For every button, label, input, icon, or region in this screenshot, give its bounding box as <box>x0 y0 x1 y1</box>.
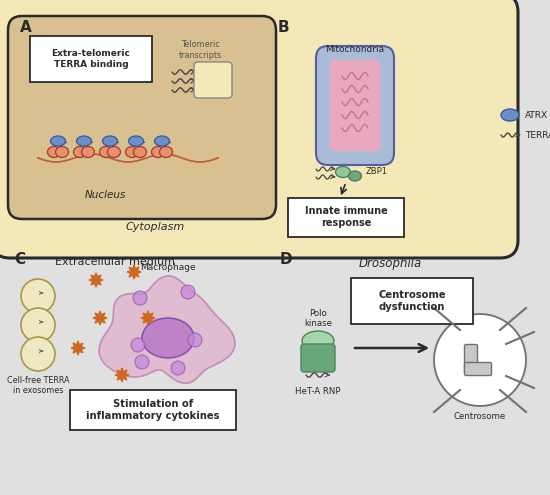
Text: Drosophila: Drosophila <box>359 257 422 270</box>
FancyBboxPatch shape <box>70 390 236 430</box>
Circle shape <box>21 279 55 313</box>
Text: TERRA: TERRA <box>525 131 550 140</box>
Ellipse shape <box>81 147 95 157</box>
FancyBboxPatch shape <box>329 59 381 152</box>
FancyBboxPatch shape <box>0 0 518 258</box>
Ellipse shape <box>160 147 173 157</box>
FancyBboxPatch shape <box>351 278 473 324</box>
Polygon shape <box>127 265 141 279</box>
Text: A: A <box>20 20 32 35</box>
Ellipse shape <box>107 147 120 157</box>
Ellipse shape <box>51 136 65 146</box>
Ellipse shape <box>349 171 361 181</box>
Text: Mitochondria: Mitochondria <box>326 45 384 54</box>
Polygon shape <box>71 341 85 355</box>
Ellipse shape <box>100 147 113 157</box>
Polygon shape <box>99 276 235 383</box>
FancyBboxPatch shape <box>465 345 477 374</box>
Circle shape <box>171 361 185 375</box>
Circle shape <box>131 338 145 352</box>
Circle shape <box>133 291 147 305</box>
Ellipse shape <box>155 136 169 146</box>
Ellipse shape <box>151 147 164 157</box>
Text: D: D <box>280 252 293 267</box>
Ellipse shape <box>129 136 144 146</box>
Circle shape <box>135 355 149 369</box>
FancyBboxPatch shape <box>194 62 232 98</box>
Ellipse shape <box>501 109 519 121</box>
Text: Extra-telomeric
TERRA binding: Extra-telomeric TERRA binding <box>52 50 130 69</box>
Text: ATRX: ATRX <box>525 110 548 119</box>
Ellipse shape <box>76 136 91 146</box>
Circle shape <box>181 285 195 299</box>
Text: Stimulation of
inflammatory cytokines: Stimulation of inflammatory cytokines <box>86 399 220 421</box>
Text: Cytoplasm: Cytoplasm <box>125 222 185 232</box>
FancyBboxPatch shape <box>30 36 152 82</box>
Circle shape <box>434 314 526 406</box>
FancyBboxPatch shape <box>465 362 492 376</box>
Ellipse shape <box>134 147 146 157</box>
FancyBboxPatch shape <box>8 16 276 219</box>
Ellipse shape <box>56 147 69 157</box>
Text: Innate immune
response: Innate immune response <box>305 206 387 228</box>
Polygon shape <box>115 368 129 382</box>
Ellipse shape <box>74 147 86 157</box>
Text: Centrosome: Centrosome <box>454 412 506 421</box>
Polygon shape <box>89 273 103 287</box>
Circle shape <box>188 333 202 347</box>
Ellipse shape <box>302 331 334 351</box>
Text: Polo
kinase: Polo kinase <box>304 308 332 328</box>
Polygon shape <box>141 311 155 325</box>
Ellipse shape <box>125 147 139 157</box>
Text: Extracellular medium: Extracellular medium <box>55 257 175 267</box>
Text: B: B <box>278 20 290 35</box>
Text: Telomeric
transcripts: Telomeric transcripts <box>178 40 222 60</box>
Text: Nucleus: Nucleus <box>85 190 126 200</box>
Ellipse shape <box>47 147 60 157</box>
Text: HeT-A RNP: HeT-A RNP <box>295 387 341 396</box>
Ellipse shape <box>102 136 118 146</box>
Ellipse shape <box>336 166 350 178</box>
Ellipse shape <box>142 318 194 358</box>
Polygon shape <box>93 311 107 325</box>
Text: Macrophage: Macrophage <box>140 263 196 272</box>
Text: Cell-free TERRA
in exosomes: Cell-free TERRA in exosomes <box>7 376 69 396</box>
Text: Centrosome
dysfunction: Centrosome dysfunction <box>378 290 446 312</box>
Text: C: C <box>14 252 25 267</box>
FancyBboxPatch shape <box>301 344 335 372</box>
FancyBboxPatch shape <box>316 46 394 165</box>
Circle shape <box>21 337 55 371</box>
Text: ZBP1: ZBP1 <box>366 167 388 177</box>
Circle shape <box>21 308 55 342</box>
FancyBboxPatch shape <box>288 198 404 237</box>
